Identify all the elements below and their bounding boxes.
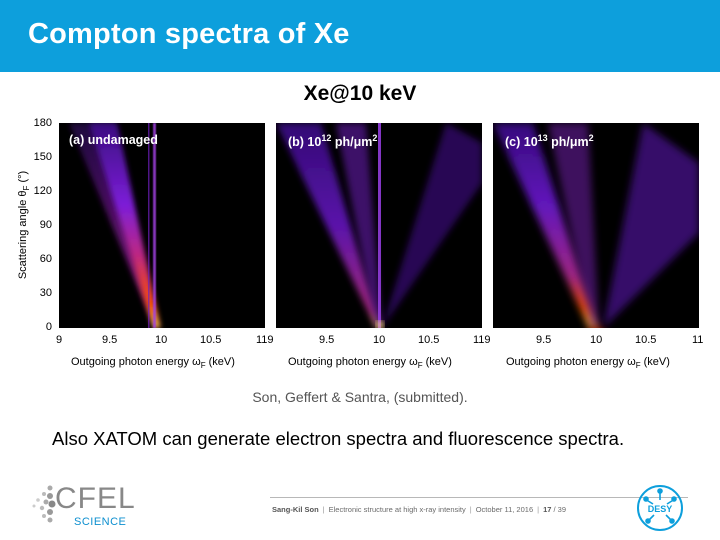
slide-title: Compton spectra of Xe (28, 18, 350, 50)
x-tick-label: 9.5 (319, 334, 335, 346)
cfel-science-label: SCIENCE (74, 516, 127, 528)
heatmap-b-svg (276, 123, 482, 328)
citation: Son, Geffert & Santra, (submitted). (252, 389, 468, 405)
elastic-peak-b (376, 321, 384, 328)
compton-fan-right-b (382, 123, 482, 328)
x-tick-label: 10 (373, 334, 386, 346)
compton-wing-a (69, 123, 159, 328)
x-axis-label-a: Outgoing photon energy ωF (keV) (71, 356, 235, 371)
compton-fan-inner-c (548, 123, 599, 328)
panel-label-a: (a) undamaged (69, 133, 158, 147)
heatmap-c-svg (493, 123, 699, 328)
cfel-wordmark: CFEL (55, 482, 136, 515)
x-tick-label: 119 (256, 334, 274, 346)
compton-band-a (89, 123, 160, 328)
y-tick-label: 90 (39, 219, 52, 231)
cfel-dots-icon (32, 485, 56, 523)
y-axis-label: Scattering angle θF (°) (16, 170, 32, 280)
y-tick-label: 30 (39, 287, 52, 299)
figure-title: Xe@10 keV (303, 82, 417, 105)
x-axis-label-c: Outgoing photon energy ωF (keV) (506, 356, 670, 371)
x-tick-label: 119 (473, 334, 491, 346)
compton-fan-inner-b (336, 123, 382, 328)
panel-label-c: (c) 1013 ph/μm2 (505, 133, 594, 150)
heatmap-panel-a: (a) undamaged (59, 123, 265, 328)
x-axis-label-b: Outgoing photon energy ωF (keV) (288, 356, 452, 371)
x-tick-label: 10.5 (200, 334, 222, 346)
x-tick-label: 10 (590, 334, 603, 346)
y-tick-label: 60 (39, 253, 52, 265)
desy-wordmark: DESY (648, 504, 673, 514)
elastic-hotspot-c (582, 293, 610, 328)
heatmap-panel-c: (c) 1013 ph/μm2 (493, 123, 699, 328)
footer: Sang-Kil Son | Electronic structure at hig… (272, 505, 567, 514)
x-tick-label: 10.5 (635, 334, 657, 346)
summary-statement: Also XATOM can generate electron spectra… (52, 428, 625, 449)
compton-fan-left-b (276, 123, 380, 328)
y-tick-label: 0 (45, 321, 52, 333)
x-tick-label: 9.5 (102, 334, 118, 346)
x-tick-label: 9 (56, 334, 63, 346)
compton-fan-left-c (493, 123, 597, 328)
x-tick-label: 11 (692, 334, 704, 346)
cfel-logo: CFEL SCIENCE (30, 480, 140, 530)
heatmap-panel-b: (b) 1012 ph/μm2 (276, 123, 482, 328)
x-tick-label: 9.5 (536, 334, 552, 346)
heatmap-a-svg (69, 123, 160, 328)
elastic-line-b (378, 123, 381, 328)
slide-header: Compton spectra of Xe (0, 0, 720, 72)
footer-divider (270, 497, 688, 498)
desy-logo: DESY (637, 485, 683, 531)
compton-fan-right-c (603, 123, 699, 328)
elastic-line-a2 (148, 123, 150, 328)
y-tick-label: 180 (33, 117, 52, 129)
elastic-line-a (153, 123, 156, 328)
x-tick-label: 10 (155, 334, 168, 346)
y-tick-label: 120 (33, 185, 52, 197)
panel-label-b: (b) 1012 ph/μm2 (288, 133, 378, 150)
y-tick-label: 150 (33, 151, 52, 163)
x-tick-label: 10.5 (418, 334, 440, 346)
